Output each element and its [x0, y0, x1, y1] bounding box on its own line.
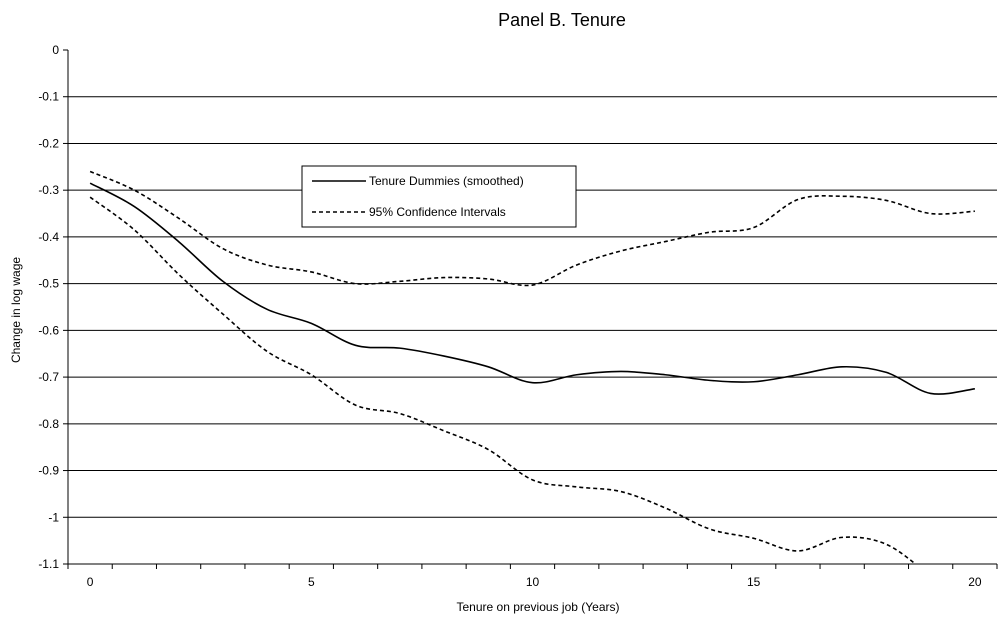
tick-labels: 0 -0.1 -0.2 -0.3 -0.4 -0.5 -0.6 -0.7 -0.8 -0.9 -1 -…: [38, 43, 982, 589]
x-axis-label: Tenure on previous job (Years): [457, 600, 620, 614]
y-tick-label: -0.1: [38, 90, 59, 104]
x-tick-label: 0: [87, 575, 94, 589]
tick-marks: [63, 49, 998, 569]
y-axis-label: Change in log wage: [9, 257, 23, 363]
axes: [67, 50, 997, 565]
x-tick-label: 5: [308, 575, 315, 589]
y-tick-label: -0.9: [38, 464, 59, 478]
y-tick-label: -0.5: [38, 277, 59, 291]
series-line-tenure-dummies: [89, 182, 975, 395]
legend-label-tenure-dummies: Tenure Dummies (smoothed): [369, 174, 524, 188]
y-tick-label: -0.6: [38, 323, 59, 337]
y-tick-label: -1.1: [38, 557, 59, 571]
series-line-lower-confidence-interval: [89, 196, 917, 564]
chart-title: Panel B. Tenure: [498, 10, 626, 30]
x-tick-label: 20: [968, 575, 982, 589]
series-line-upper-confidence-interval: [89, 170, 975, 287]
y-tick-label: -0.8: [38, 417, 59, 431]
legend: Tenure Dummies (smoothed) 95% Confidence…: [301, 165, 577, 228]
y-tick-label: -1: [48, 510, 59, 524]
y-tick-label: 0: [52, 43, 59, 57]
x-tick-label: 15: [747, 575, 761, 589]
y-tick-label: -0.7: [38, 370, 59, 384]
y-tick-label: -0.4: [38, 230, 59, 244]
y-tick-label: -0.2: [38, 136, 59, 150]
series-lines: [89, 170, 975, 564]
x-tick-label: 10: [526, 575, 540, 589]
legend-box: [301, 165, 577, 228]
legend-label-confidence-intervals: 95% Confidence Intervals: [369, 205, 506, 219]
y-tick-label: -0.3: [38, 183, 59, 197]
